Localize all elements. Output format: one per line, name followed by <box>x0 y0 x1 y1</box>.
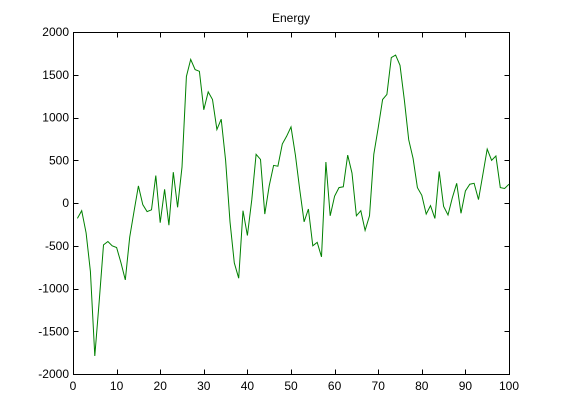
y-tick-label: 1500 <box>42 68 69 82</box>
x-tick-label: 30 <box>197 379 211 393</box>
x-tick-label: 20 <box>154 379 168 393</box>
x-tick-label: 50 <box>284 379 298 393</box>
plot-area <box>73 32 510 375</box>
y-tick-label: -500 <box>45 239 69 253</box>
x-tick-label: 90 <box>459 379 473 393</box>
y-tick-label: 500 <box>49 153 69 167</box>
x-tick-label: 80 <box>415 379 429 393</box>
x-tick-label: 10 <box>110 379 124 393</box>
x-tick-label: 100 <box>499 379 519 393</box>
y-tick-label: -2000 <box>38 367 69 381</box>
x-tick-label: 0 <box>70 379 77 393</box>
x-tick-label: 70 <box>372 379 386 393</box>
y-tick-label: 0 <box>62 196 69 210</box>
y-tick-label: 2000 <box>42 25 69 39</box>
x-tick-label: 40 <box>241 379 255 393</box>
y-tick-label: -1000 <box>38 282 69 296</box>
x-tick-label: 60 <box>328 379 342 393</box>
axis-ticks: 0 10 20 30 40 50 60 70 80 90 100 -2000 -1500 -1000 -50… <box>38 25 519 393</box>
chart-title: Energy <box>272 11 310 25</box>
y-tick-label: 1000 <box>42 111 69 125</box>
y-tick-label: -1500 <box>38 324 69 338</box>
energy-series-line <box>76 54 510 357</box>
